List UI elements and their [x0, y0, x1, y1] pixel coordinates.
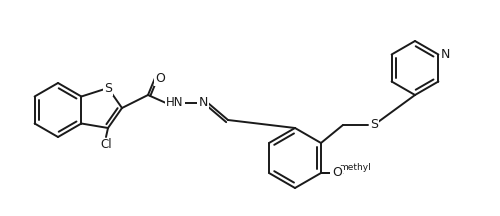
- Text: N: N: [198, 97, 207, 110]
- Text: S: S: [104, 81, 112, 95]
- Text: N: N: [440, 48, 450, 61]
- Text: S: S: [370, 119, 378, 132]
- Text: Cl: Cl: [100, 138, 112, 151]
- Text: HN: HN: [166, 97, 184, 110]
- Text: methyl: methyl: [339, 164, 371, 173]
- Text: O: O: [155, 71, 165, 84]
- Text: O: O: [332, 167, 342, 179]
- Text: O: O: [331, 167, 341, 179]
